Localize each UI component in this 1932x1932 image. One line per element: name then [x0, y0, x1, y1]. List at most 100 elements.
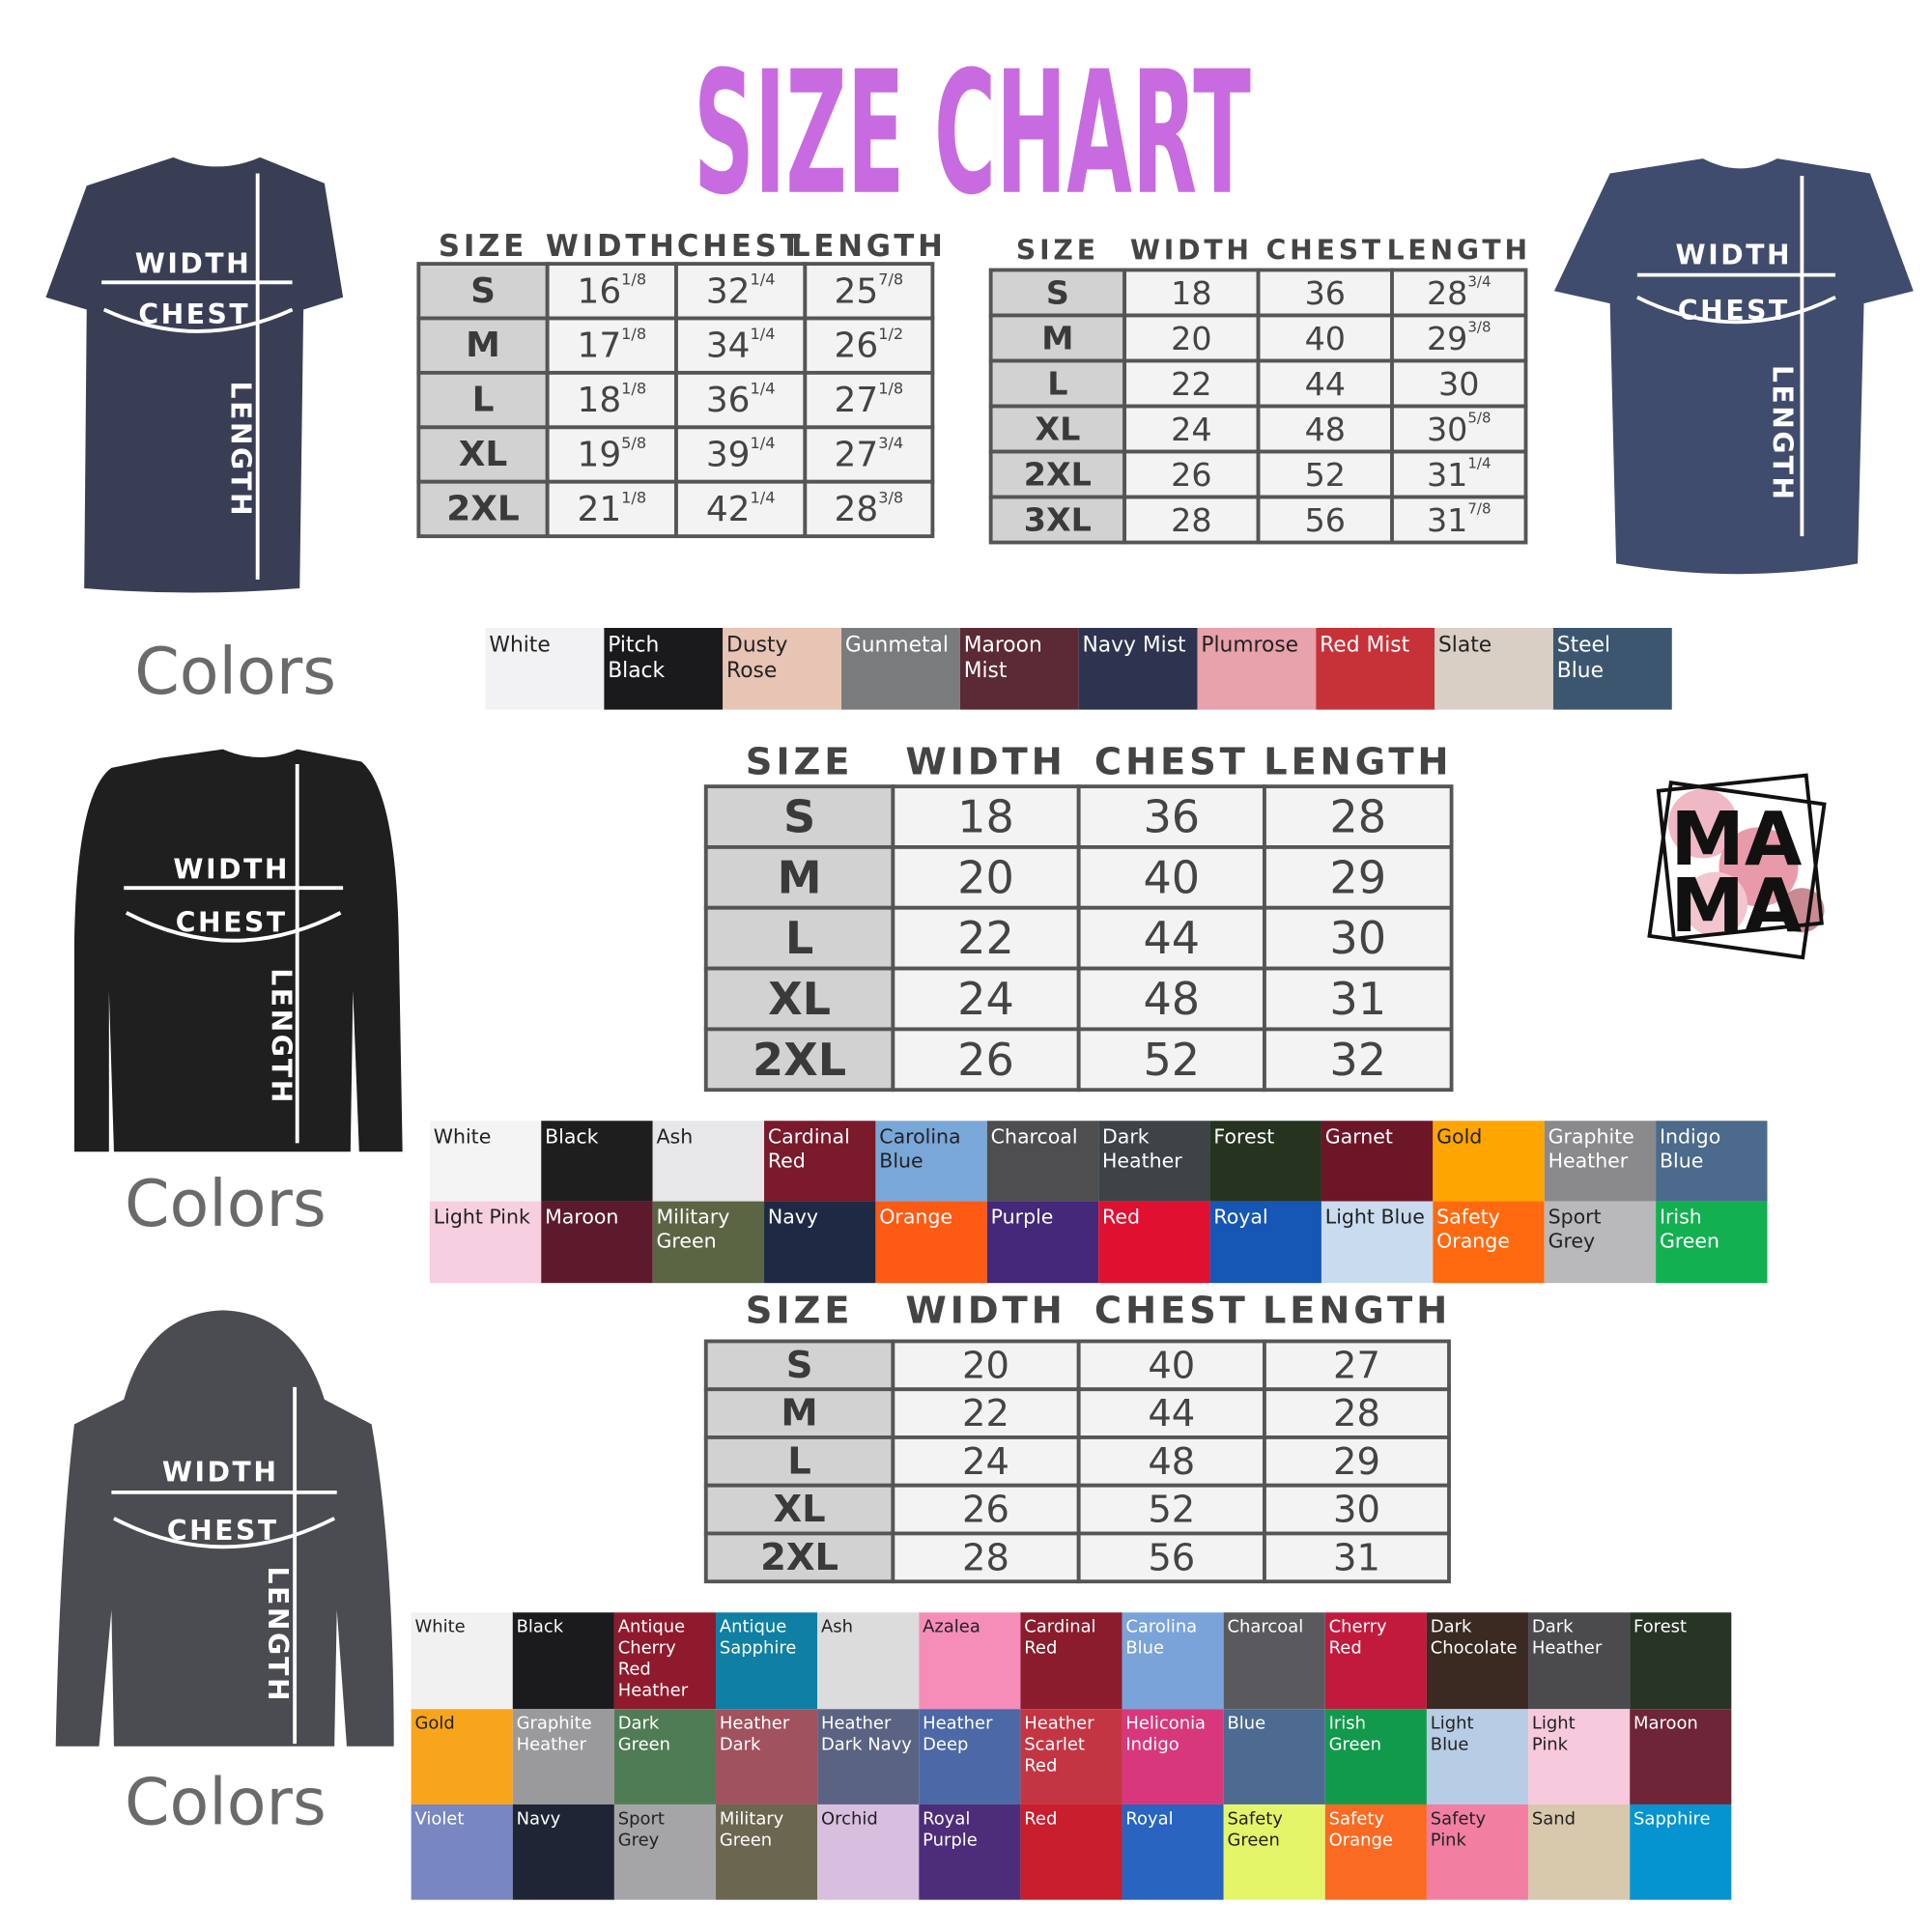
color-swatch — [1122, 1804, 1224, 1900]
arrow — [125, 911, 342, 943]
color-swatch — [1020, 1612, 1122, 1710]
measurement: 32 — [1329, 1034, 1386, 1086]
color-name: Slate — [1438, 633, 1492, 657]
color-name: Blue — [1228, 1714, 1266, 1734]
size-label: M — [781, 1392, 817, 1435]
column-header: SIZE — [746, 1289, 854, 1332]
whole-number: 31 — [1427, 456, 1467, 494]
whole-number: 22 — [957, 912, 1014, 964]
length-label: LENGTH — [266, 968, 298, 1105]
color-name: Sand — [1532, 1808, 1576, 1829]
color-swatch — [1197, 628, 1317, 710]
table-cell — [1390, 313, 1528, 363]
color-swatch — [429, 1201, 542, 1284]
measurement: 31 — [1329, 973, 1386, 1025]
whole-number: 34 — [706, 326, 751, 365]
whole-number: 30 — [1438, 365, 1479, 403]
size-label: L — [785, 912, 813, 964]
color-name: White — [414, 1617, 465, 1637]
measurement: 36 — [1143, 791, 1200, 843]
size-table: SIZE WIDTH CHEST LENGTH S 18 36 28 M 20 40 29 L 22 44 3… — [703, 741, 1454, 1093]
color-name: Royal — [1213, 1206, 1267, 1229]
color-swatch — [1223, 1804, 1325, 1900]
measurement: 421/4 — [706, 488, 776, 529]
color-name: Graphite — [1548, 1124, 1634, 1148]
color-swatch — [817, 1612, 920, 1710]
color-name: Rose — [726, 659, 777, 683]
table-cell — [703, 1531, 895, 1584]
size-table: SIZE WIDTH CHEST LENGTH S 20 40 27 M 22 44 28 L 24 48 2… — [703, 1289, 1451, 1584]
color-name: Red — [1329, 1638, 1362, 1659]
color-swatch — [875, 1201, 987, 1284]
color-name: Dark — [618, 1714, 660, 1734]
measurement: 24 — [962, 1439, 1009, 1483]
size-label: 2XL — [760, 1536, 838, 1579]
whole-number: 29 — [1427, 319, 1467, 356]
measurement: 26 — [962, 1488, 1009, 1531]
table-cell — [703, 1387, 895, 1439]
whole-number: 25 — [835, 271, 879, 311]
color-name: Ash — [821, 1617, 853, 1637]
fraction: 3/4 — [1467, 272, 1491, 290]
fraction: 5/8 — [621, 433, 646, 451]
color-name: Dark Navy — [821, 1735, 912, 1755]
color-name: Light — [1532, 1714, 1576, 1734]
color-swatch — [919, 1804, 1021, 1900]
size-label: 2XL — [753, 1034, 846, 1086]
fraction: 1/4 — [751, 488, 776, 506]
color-swatch — [541, 1201, 653, 1284]
color-swatch — [512, 1804, 614, 1900]
chest-label: CHEST — [1678, 295, 1790, 327]
color-name: Heather — [1024, 1714, 1094, 1734]
womens-tee: WIDTH CHEST LENGTH — [45, 156, 344, 593]
size-label: S — [786, 1344, 813, 1387]
color-name: Sapphire — [1634, 1808, 1711, 1829]
color-name: Green — [720, 1830, 772, 1850]
color-swatch — [1209, 1121, 1321, 1202]
color-name: Red — [1024, 1638, 1057, 1659]
color-name: Safety — [1228, 1808, 1284, 1829]
color-name: Carolina — [1125, 1617, 1197, 1637]
whole-number: 48 — [1148, 1439, 1195, 1483]
color-name: White — [434, 1124, 492, 1148]
column-header: LENGTH — [791, 229, 947, 264]
whole-number: 40 — [1305, 319, 1346, 356]
measurement: 44 — [1143, 912, 1200, 964]
shirt-shape — [1553, 158, 1914, 575]
color-name: Ash — [656, 1124, 693, 1148]
color-swatch — [512, 1612, 614, 1710]
color-name: Dark — [1431, 1617, 1472, 1637]
color-name: Light Blue — [1325, 1206, 1425, 1229]
color-name: Heather — [1532, 1638, 1603, 1659]
table-cell — [703, 845, 895, 910]
color-swatch — [1426, 1612, 1529, 1710]
color-name: Black — [517, 1617, 564, 1637]
table-cell — [545, 370, 678, 430]
column-header: LENGTH — [1264, 741, 1452, 784]
color-name: Forest — [1634, 1617, 1687, 1637]
whole-number: 24 — [962, 1439, 1009, 1483]
whole-number: 21 — [578, 489, 622, 528]
table-cell — [416, 479, 550, 539]
whole-number: 27 — [835, 435, 879, 474]
measurement: 20 — [1171, 319, 1211, 356]
color-name: Heather — [618, 1680, 689, 1700]
measurement: 52 — [1148, 1488, 1195, 1531]
whole-number: 48 — [1143, 973, 1200, 1025]
color-swatch — [1433, 1121, 1545, 1202]
frame — [1647, 781, 1827, 960]
whole-number: 36 — [706, 381, 751, 420]
table-cell — [1076, 966, 1266, 1032]
table-cell — [1263, 845, 1454, 910]
color-name: Red — [1024, 1756, 1057, 1776]
long-sleeve: WIDTH CHEST LENGTH — [73, 749, 403, 1152]
color-swatch — [485, 628, 605, 710]
table-cell — [1256, 449, 1394, 499]
color-swatch — [1122, 1612, 1224, 1710]
table-cell — [803, 262, 935, 321]
color-name: Orange — [879, 1206, 952, 1229]
size-label: 3XL — [1024, 501, 1092, 539]
unisex-tee: WIDTH CHEST LENGTH — [1553, 158, 1914, 575]
color-name: Maroon — [964, 633, 1042, 657]
